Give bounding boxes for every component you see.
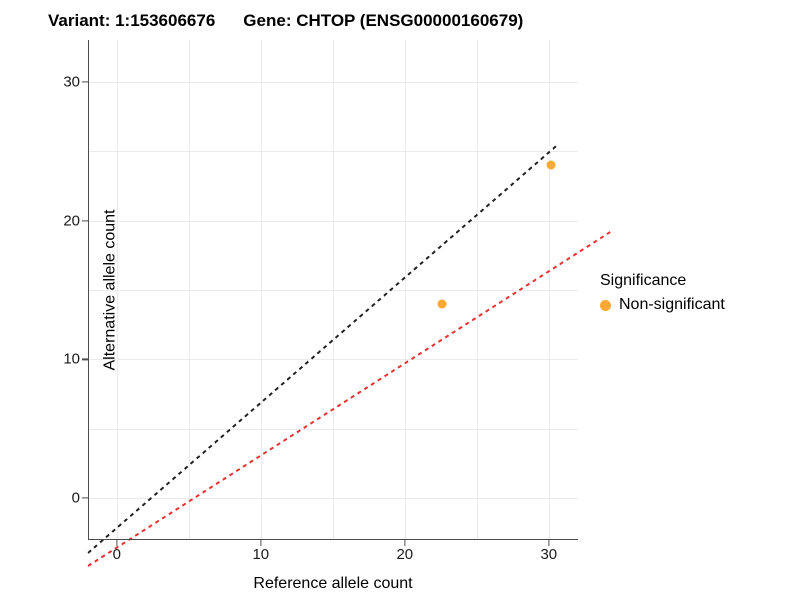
y-tick-label-3: 30 [63,73,80,90]
scatter-point-1[interactable] [437,299,446,308]
y-axis-line [88,40,89,540]
x-tick-label-0: 0 [113,546,121,563]
chart-title-bar: Variant: 1:153606676 Gene: CHTOP (ENSG00… [48,8,790,34]
y-tick-label-1: 10 [63,351,80,368]
x-axis-line [88,539,578,540]
gridline-horiz [88,429,578,430]
gridline-horiz [88,221,578,222]
x-tick-label-1: 10 [252,546,269,563]
fitted-regression-line [87,231,610,567]
legend-label-non-significant: Non-significant [619,296,725,314]
gridline-horiz [88,290,578,291]
y-axis-title: Alternative allele count [101,210,119,371]
gridline-horiz [88,498,578,499]
y-tick-mark-1 [82,359,88,360]
y-tick-mark-0 [82,498,88,499]
gridline-horiz [88,82,578,83]
x-tick-label-2: 20 [396,546,413,563]
gene-title: Gene: CHTOP (ENSG00000160679) [243,11,523,31]
legend-title: Significance [600,272,790,290]
gridline-horiz [88,151,578,152]
x-axis-title: Reference allele count [253,575,412,593]
plot-panel: 0 10 20 30 0 10 20 30 Reference allele c… [88,40,578,540]
identity-reference-line [87,145,556,553]
scatter-point-2[interactable] [546,160,555,169]
x-tick-label-3: 30 [540,546,557,563]
legend-container: Significance Non-significant [600,272,790,314]
y-tick-label-0: 0 [72,490,80,507]
chart-root: Variant: 1:153606676 Gene: CHTOP (ENSG00… [0,0,800,600]
y-tick-mark-3 [82,81,88,82]
y-tick-label-2: 20 [63,212,80,229]
legend-item-non-significant[interactable]: Non-significant [600,296,790,314]
legend-swatch-non-significant [600,300,611,311]
variant-title: Variant: 1:153606676 [48,11,215,31]
gridline-horiz [88,359,578,360]
y-tick-mark-2 [82,220,88,221]
